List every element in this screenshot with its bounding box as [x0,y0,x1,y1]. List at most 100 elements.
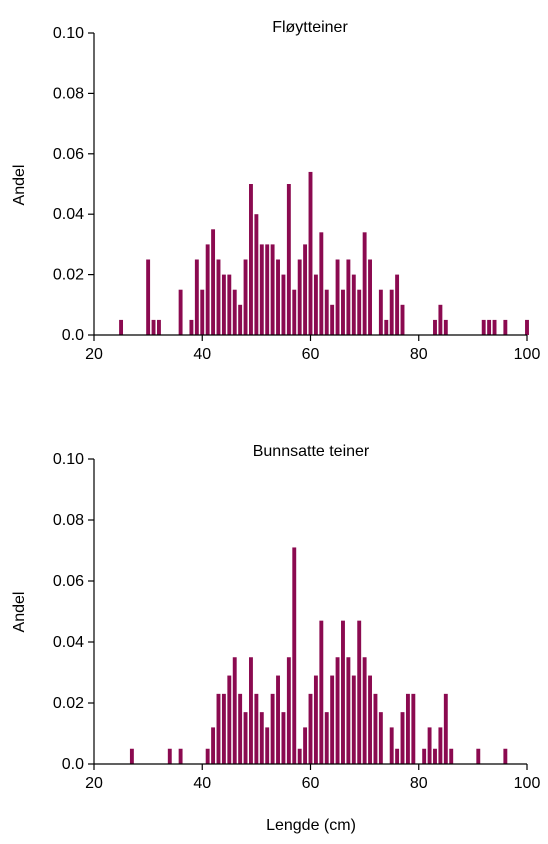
y-tick-label: 0.06 [53,146,84,163]
bar [346,259,351,335]
bar [238,304,243,335]
bar [476,748,481,764]
bar [178,748,183,764]
bar [357,620,362,764]
bar [189,319,194,335]
x-tick-label: 60 [302,775,320,792]
x-tick-label: 80 [410,775,428,792]
bar [270,244,275,335]
bar [324,712,329,764]
bar [276,259,280,335]
bar [481,319,486,335]
y-tick-label: 0.02 [53,267,84,284]
y-axis-title: Andel [11,592,28,633]
bar [232,289,237,335]
y-tick-label: 0.04 [53,206,84,223]
bar [146,259,151,335]
bar [205,244,210,335]
bar [433,748,437,764]
bar [313,274,318,335]
bar [292,289,297,335]
bar [503,319,508,335]
bar [351,675,356,764]
bar [211,229,216,335]
bar [438,304,443,335]
bar [286,184,291,335]
bar [368,675,372,764]
bar [335,657,340,764]
bar [200,289,205,335]
x-tick-label: 100 [514,346,541,363]
bar [249,657,253,764]
y-tick-label: 0.0 [62,756,84,773]
bar [492,319,497,335]
y-tick-label: 0.0 [62,327,84,344]
bar [362,232,367,335]
bar [227,675,232,764]
bar [324,289,329,335]
bar [243,712,248,764]
bar [378,712,383,764]
y-tick-label: 0.10 [53,25,84,42]
bar [368,259,372,335]
bar [405,693,410,764]
x-tick-label: 80 [410,346,428,363]
y-tick-label: 0.04 [53,634,84,651]
bar [221,693,226,764]
panel-title: Fløytteiner [272,19,348,36]
bar [249,184,253,335]
bars [129,547,508,764]
x-tick-label: 40 [193,346,211,363]
bar [443,693,448,764]
panel-bunnsatte-teiner: Bunnsatte teiner Andel Lengde (cm) 0.00.… [11,443,540,834]
bar [319,232,324,335]
bar [276,675,280,764]
bar [157,319,161,335]
panel-floytteiner: Fløytteiner Andel 0.0 0.02 0.04 0.06 0.08 0.1… [11,19,540,363]
bar [129,748,134,764]
y-tick-label: 0.08 [53,85,84,102]
bar [259,712,264,764]
bar [178,289,183,335]
bar [341,289,345,335]
bar [265,244,270,335]
bar [400,304,405,335]
bar [525,319,529,335]
bar [243,259,248,335]
bar [422,748,427,764]
bar [335,259,340,335]
bar [297,259,302,335]
bar [211,727,216,764]
bar [205,748,210,764]
bar [281,274,286,335]
bars [119,171,529,335]
bar [443,319,448,335]
bar [308,693,313,764]
x-tick-label: 20 [85,775,103,792]
bar [330,304,335,335]
bar [378,289,383,335]
bar [389,727,394,764]
bar [503,748,508,764]
bar [303,727,308,764]
bar [389,289,394,335]
bar [346,657,351,764]
bar [351,274,356,335]
bar [254,693,259,764]
x-axis-title: Lengde (cm) [266,817,356,834]
bar [384,319,389,335]
bar [297,748,302,764]
y-axis-title: Andel [11,165,28,206]
bar [433,319,437,335]
y-tick-label: 0.10 [53,451,84,468]
bar [167,748,172,764]
bar [303,244,308,335]
bar [265,727,270,764]
bar [151,319,156,335]
axis-ticks: 0.0 0.02 0.04 0.06 0.08 0.10 20 40 60 80 100 [53,25,541,363]
bar [292,547,297,764]
bar [216,693,221,764]
bar [227,274,232,335]
